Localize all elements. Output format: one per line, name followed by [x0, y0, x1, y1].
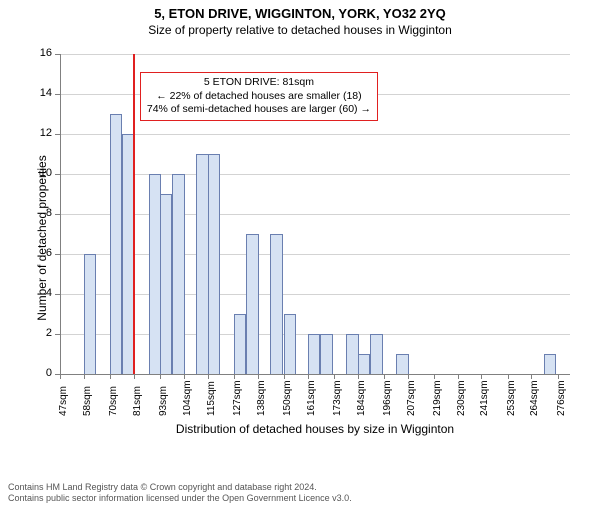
x-tick	[434, 374, 435, 379]
x-tick	[60, 374, 61, 379]
x-tick-label: 161sqm	[306, 380, 317, 416]
footer-line-2: Contains public sector information licen…	[8, 493, 592, 504]
x-tick	[358, 374, 359, 379]
y-tick-label: 16	[28, 47, 52, 59]
x-tick-label: 196sqm	[382, 380, 393, 416]
histogram-bar	[84, 254, 96, 374]
x-tick-label: 184sqm	[356, 380, 367, 416]
histogram-bar	[270, 234, 282, 374]
property-marker-line	[133, 54, 135, 374]
histogram-bar	[544, 354, 556, 374]
x-tick-label: 219sqm	[432, 380, 443, 416]
gridline	[60, 174, 570, 175]
x-tick	[384, 374, 385, 379]
annotation-line-3: 74% of semi-detached houses are larger (…	[147, 103, 371, 117]
x-tick-label: 58sqm	[82, 386, 93, 416]
x-tick-label: 173sqm	[332, 380, 343, 416]
x-tick	[258, 374, 259, 379]
x-tick	[110, 374, 111, 379]
histogram-bar	[110, 114, 122, 374]
gridline	[60, 294, 570, 295]
x-tick-label: 93sqm	[158, 386, 169, 416]
x-axis-label: Distribution of detached houses by size …	[60, 422, 570, 436]
histogram-bar	[284, 314, 296, 374]
gridline	[60, 254, 570, 255]
chart-main-title: 5, ETON DRIVE, WIGGINTON, YORK, YO32 2YQ	[0, 6, 600, 21]
x-tick	[284, 374, 285, 379]
x-tick-label: 253sqm	[506, 380, 517, 416]
x-tick	[208, 374, 209, 379]
histogram-bar	[320, 334, 332, 374]
annotation-line-1: 5 ETON DRIVE: 81sqm	[147, 76, 371, 90]
x-tick-label: 115sqm	[206, 381, 217, 416]
histogram-bar	[234, 314, 246, 374]
x-tick-label: 70sqm	[108, 386, 119, 416]
x-tick	[531, 374, 532, 379]
footer-attribution: Contains HM Land Registry data © Crown c…	[8, 482, 592, 504]
x-tick-label: 104sqm	[182, 380, 193, 416]
x-tick-label: 230sqm	[456, 380, 467, 416]
x-tick	[408, 374, 409, 379]
histogram-bar	[172, 174, 184, 374]
histogram-bar	[358, 354, 370, 374]
chart-subtitle: Size of property relative to detached ho…	[0, 23, 600, 37]
x-tick-label: 47sqm	[58, 386, 69, 416]
histogram-bar	[246, 234, 258, 374]
x-tick-label: 127sqm	[232, 380, 243, 416]
x-tick-label: 241sqm	[479, 380, 490, 416]
x-tick	[134, 374, 135, 379]
x-tick	[558, 374, 559, 379]
annotation-line-2: ← 22% of detached houses are smaller (18…	[147, 90, 371, 104]
x-axis-line	[60, 374, 570, 375]
x-tick	[308, 374, 309, 379]
x-tick	[84, 374, 85, 379]
histogram-bar	[160, 194, 172, 374]
histogram-bar	[396, 354, 408, 374]
x-tick-label: 264sqm	[529, 380, 540, 416]
x-tick-label: 276sqm	[556, 380, 567, 416]
x-tick	[481, 374, 482, 379]
y-axis-line	[60, 54, 61, 374]
plot-area: 024681012141647sqm58sqm70sqm81sqm93sqm10…	[60, 54, 570, 424]
gridline	[60, 214, 570, 215]
x-tick	[334, 374, 335, 379]
y-axis-label: Number of detached properties	[35, 108, 49, 368]
gridline	[60, 134, 570, 135]
x-tick	[458, 374, 459, 379]
gridline	[60, 54, 570, 55]
y-tick-label: 14	[28, 87, 52, 99]
x-tick	[234, 374, 235, 379]
x-tick	[184, 374, 185, 379]
histogram-bar	[208, 154, 220, 374]
x-tick	[508, 374, 509, 379]
footer-line-1: Contains HM Land Registry data © Crown c…	[8, 482, 592, 493]
x-tick-label: 138sqm	[256, 380, 267, 416]
histogram-bar	[370, 334, 382, 374]
y-tick-label: 0	[28, 367, 52, 379]
x-tick-label: 150sqm	[282, 380, 293, 416]
x-tick	[160, 374, 161, 379]
x-tick-label: 207sqm	[406, 380, 417, 416]
histogram-bar	[308, 334, 320, 374]
annotation-box: 5 ETON DRIVE: 81sqm← 22% of detached hou…	[140, 72, 378, 121]
x-tick-label: 81sqm	[132, 386, 143, 416]
